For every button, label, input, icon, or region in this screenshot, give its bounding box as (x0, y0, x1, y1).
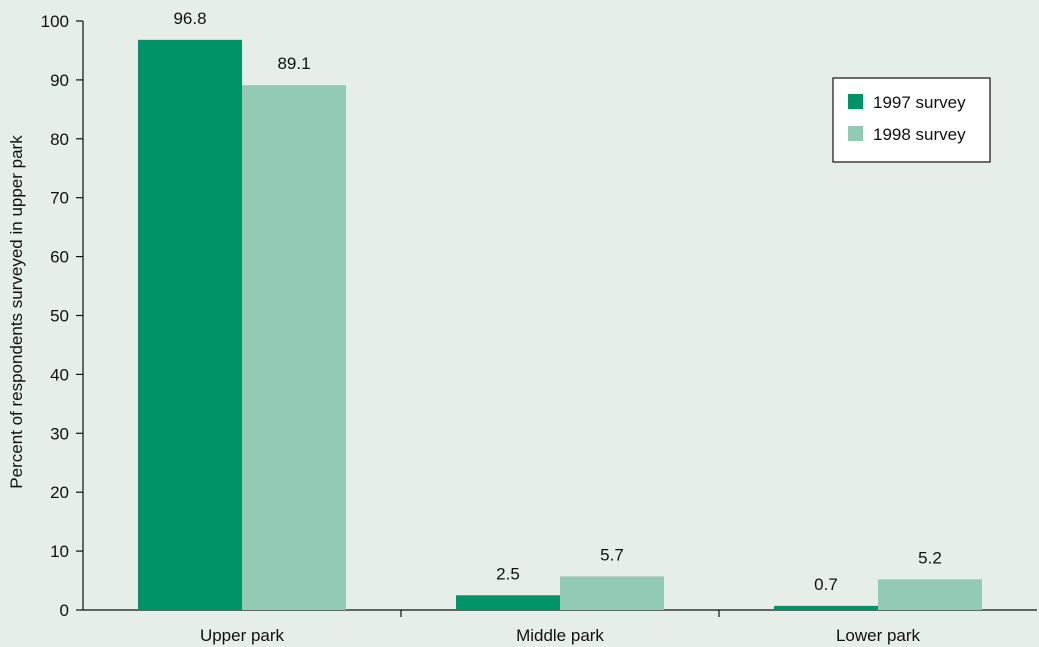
bar-upper-park-1997 (138, 39, 242, 610)
data-labels: 96.8 89.1 2.5 5.7 0.7 5.2 (173, 9, 941, 594)
y-tick-label: 0 (60, 601, 69, 620)
bar-upper-park-1998 (242, 85, 346, 611)
legend-box (832, 77, 991, 163)
legend-label-1998: 1998 survey (873, 125, 966, 144)
x-tick-label: Upper park (200, 626, 285, 645)
y-tick-label: 90 (50, 71, 69, 90)
bar-lower-park-1997 (774, 605, 878, 610)
data-label: 2.5 (496, 564, 520, 583)
legend: 1997 survey 1998 survey (832, 77, 991, 163)
y-tick-label: 30 (50, 424, 69, 443)
legend-label-1997: 1997 survey (873, 93, 966, 112)
bar-middle-park-1997 (456, 595, 560, 610)
y-tick-label: 20 (50, 483, 69, 502)
legend-swatch-1998 (848, 126, 863, 141)
bars (138, 39, 982, 611)
x-tick-label: Lower park (836, 626, 921, 645)
y-tick-label: 80 (50, 130, 69, 149)
legend-swatch-1997 (848, 94, 863, 109)
bar-middle-park-1998 (560, 576, 664, 610)
y-tick-label: 70 (50, 189, 69, 208)
data-label: 89.1 (277, 54, 310, 73)
y-tick-label: 10 (50, 542, 69, 561)
bar-lower-park-1998 (878, 579, 982, 610)
data-label: 96.8 (173, 9, 206, 28)
axes: 0 10 20 30 40 50 60 70 80 90 100 Upper park Middle p… (41, 12, 1037, 645)
y-axis-title: Percent of respondents surveyed in upper… (7, 135, 26, 489)
y-tick-label: 100 (41, 12, 69, 31)
y-tick-label: 60 (50, 248, 69, 267)
data-label: 0.7 (814, 575, 838, 594)
y-tick-label: 40 (50, 365, 69, 384)
data-label: 5.7 (600, 545, 624, 564)
x-tick-label: Middle park (516, 626, 604, 645)
y-tick-label: 50 (50, 307, 69, 326)
data-label: 5.2 (918, 548, 942, 567)
